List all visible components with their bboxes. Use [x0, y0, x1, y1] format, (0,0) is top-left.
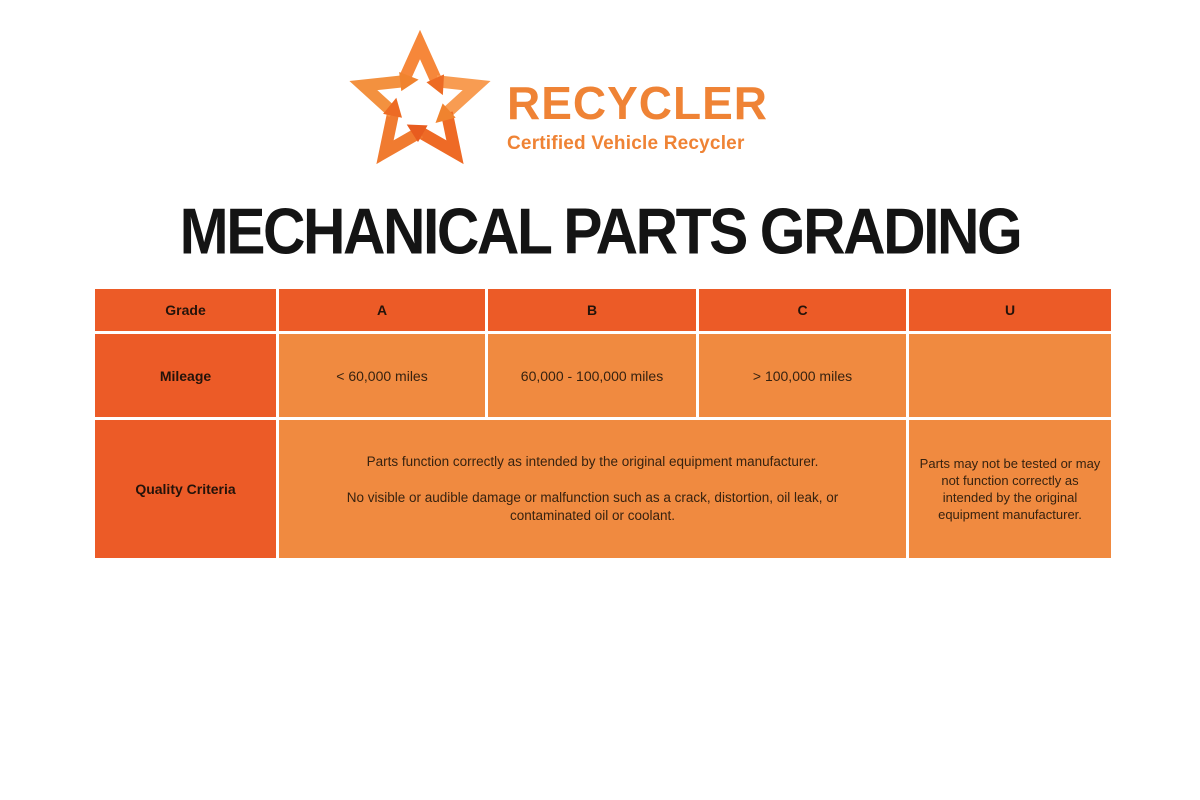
- recycler-logo: RECYCLER Certified Vehicle Recycler: [345, 30, 1200, 178]
- page-title: MECHANICAL PARTS GRADING: [179, 195, 1023, 268]
- row-label-mileage: Mileage: [95, 334, 276, 417]
- header-cell-grade-c: C: [699, 289, 906, 331]
- brand-name: RECYCLER: [507, 77, 769, 129]
- grading-table: Grade A B C U Mileage < 60,000 miles 60,…: [95, 289, 1111, 558]
- logo-text-block: RECYCLER Certified Vehicle Recycler: [507, 80, 768, 155]
- header-cell-grade: Grade: [95, 289, 276, 331]
- quality-criteria-grade-u: Parts may not be tested or may not funct…: [909, 420, 1111, 558]
- quality-abc-paragraph-2: No visible or audible damage or malfunct…: [346, 490, 839, 523]
- mileage-grade-u: [909, 334, 1111, 417]
- header-cell-grade-b: B: [488, 289, 696, 331]
- arrowheads: [383, 71, 456, 143]
- recycling-arrows-star-icon: [349, 30, 491, 165]
- row-label-quality-criteria: Quality Criteria: [95, 420, 276, 558]
- mileage-grade-c: > 100,000 miles: [699, 334, 906, 417]
- quality-abc-paragraph-1: Parts function correctly as intended by …: [366, 454, 819, 469]
- brand-tagline: Certified Vehicle Recycler: [507, 133, 745, 154]
- mileage-grade-b: 60,000 - 100,000 miles: [488, 334, 696, 417]
- header-cell-grade-a: A: [279, 289, 485, 331]
- quality-criteria-grades-abc: Parts function correctly as intended by …: [279, 420, 906, 558]
- mileage-grade-a: < 60,000 miles: [279, 334, 485, 417]
- header-cell-grade-u: U: [909, 289, 1111, 331]
